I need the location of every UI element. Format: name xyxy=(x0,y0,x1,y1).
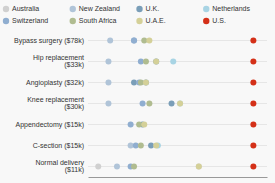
category-label: Hip replacement($33k) xyxy=(33,53,84,69)
dot xyxy=(143,80,149,86)
grid-line xyxy=(88,82,267,83)
legend-item: Netherlands xyxy=(203,5,250,12)
dot xyxy=(250,80,256,86)
category-label-line: Appendectomy ($15k) xyxy=(16,120,84,128)
dot xyxy=(250,143,256,149)
category-label: Bypass surgery ($78k) xyxy=(14,36,84,44)
legend-swatch xyxy=(203,18,209,24)
legend-item: U.A.E. xyxy=(136,17,165,24)
dot xyxy=(196,164,202,170)
grid xyxy=(88,41,267,167)
legend-swatch xyxy=(3,18,9,24)
dot xyxy=(153,59,159,65)
category-label-line: Angioplasty ($32k) xyxy=(26,78,84,86)
category-label-line: ($30k) xyxy=(64,103,84,111)
dot xyxy=(105,101,111,107)
dot xyxy=(95,164,101,170)
category-label: C-section ($15k) xyxy=(33,141,84,149)
legend-item: Switzerland xyxy=(3,17,48,24)
legend-label: Australia xyxy=(12,5,39,12)
legend-label: Netherlands xyxy=(212,5,250,12)
dot xyxy=(131,164,137,170)
dot xyxy=(107,38,113,44)
dot xyxy=(128,122,134,128)
legend-label: New Zealand xyxy=(79,5,120,12)
legend-label: Switzerland xyxy=(12,17,48,24)
dot xyxy=(138,59,144,65)
dot xyxy=(250,38,256,44)
dot xyxy=(153,143,159,149)
legend-swatch xyxy=(136,18,142,24)
dot xyxy=(138,143,144,149)
legend-label: U.K. xyxy=(146,5,160,12)
grid-line xyxy=(88,124,267,125)
dot xyxy=(196,164,202,170)
dot xyxy=(141,38,147,44)
dot xyxy=(143,59,149,65)
legend-item: South Africa xyxy=(70,17,117,24)
category-label-line: ($33k) xyxy=(64,61,84,69)
x-axis-line xyxy=(89,177,268,178)
legend-item: New Zealand xyxy=(70,5,121,12)
dot xyxy=(177,101,183,107)
legend-label: U.A.E. xyxy=(146,17,166,24)
category-label-line: Bypass surgery ($78k) xyxy=(14,36,84,44)
dot xyxy=(250,164,256,170)
chart: Bypass surgery ($78k) Hip replacement($33… xyxy=(0,0,275,183)
legend-item: U.S. xyxy=(203,17,226,24)
category-label-line: C-section ($15k) xyxy=(33,141,84,149)
x-axis xyxy=(89,177,268,178)
background xyxy=(0,0,275,183)
legend: Australia New Zealand U.K. Netherlands Switz… xyxy=(3,5,251,24)
dot xyxy=(250,59,256,65)
legend-swatch xyxy=(136,6,142,12)
legend-swatch xyxy=(70,6,76,12)
dot xyxy=(143,80,149,86)
legend-swatch xyxy=(203,6,209,12)
dot xyxy=(140,101,146,107)
dot xyxy=(131,38,137,44)
category-label: Normal delivery($11k) xyxy=(35,158,84,174)
dot xyxy=(138,80,144,86)
dot xyxy=(146,101,152,107)
dot xyxy=(141,122,147,128)
grid-line xyxy=(88,40,267,41)
legend-swatch xyxy=(70,18,76,24)
dot xyxy=(250,101,256,107)
dot xyxy=(131,80,137,86)
dot xyxy=(114,164,120,170)
grid-line xyxy=(88,61,267,62)
category-label: Angioplasty ($32k) xyxy=(26,78,84,86)
dot xyxy=(148,143,154,149)
grid-line xyxy=(88,145,267,146)
dot xyxy=(105,80,111,86)
category-label-line: ($11k) xyxy=(65,166,84,174)
dot xyxy=(131,38,137,44)
dot xyxy=(153,59,159,65)
dot xyxy=(133,143,139,149)
legend-label: South Africa xyxy=(79,17,117,24)
legend-item: U.K. xyxy=(136,5,159,12)
legend-item: Australia xyxy=(3,5,40,12)
y-axis: Bypass surgery ($78k) Hip replacement($33… xyxy=(14,36,85,174)
legend-label: U.S. xyxy=(212,17,226,24)
legend-swatch xyxy=(3,6,9,12)
dot xyxy=(250,122,256,128)
plot-area xyxy=(95,38,256,170)
dot xyxy=(169,101,175,107)
category-label: Knee replacement($30k) xyxy=(27,95,84,111)
dot xyxy=(177,101,183,107)
dot xyxy=(146,38,152,44)
dot xyxy=(170,59,176,65)
dot xyxy=(105,59,111,65)
category-label: Appendectomy ($15k) xyxy=(16,120,84,128)
dot xyxy=(136,122,142,128)
dot xyxy=(128,143,134,149)
